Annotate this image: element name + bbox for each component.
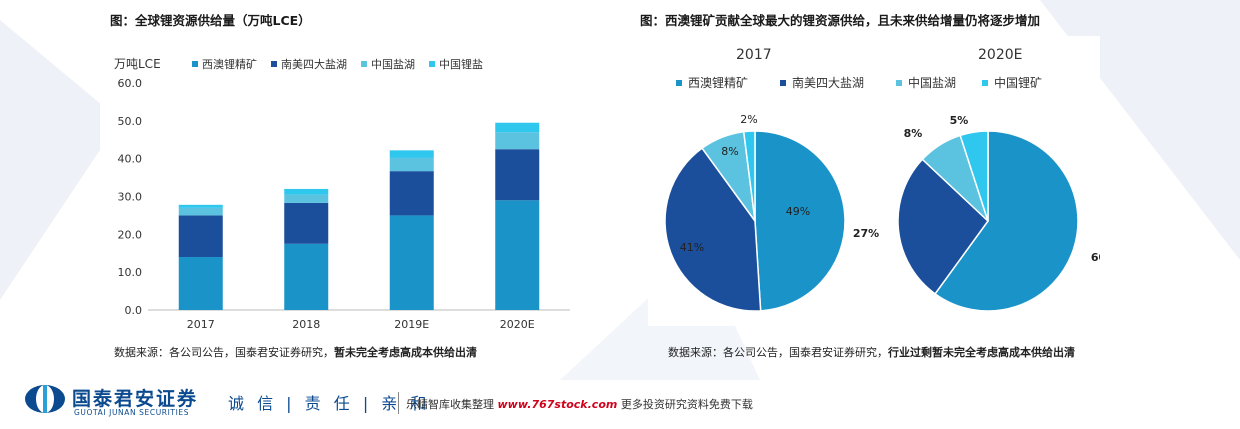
- x-tick-label: 2017: [187, 318, 215, 331]
- footer-ad: 乐晴智库收集整理 www.767stock.com 更多投资研究资料免费下载: [406, 396, 753, 412]
- pie-data-label-2020e: 60%: [1091, 251, 1100, 264]
- logo-text-cn: 国泰君安证券: [72, 388, 199, 410]
- bar-segment: [495, 149, 540, 201]
- right-figure: 图：西澳锂矿贡献全球最大的锂资源供给，且未来供给增量仍将逐步增加 2017 202…: [640, 0, 1160, 370]
- stacked-bar-chart: 万吨LCE 西澳锂精矿 南美四大盐湖 中国盐湖 中国锂盐 0.0 10.0 20.0 30.0 4…: [114, 57, 570, 331]
- pie-slice-2020e: [897, 158, 989, 295]
- bar-segment: [178, 204, 223, 208]
- pie-charts: 2017 2020E 西澳锂精矿 南美四大盐湖 中国盐湖 中国锂矿 49% 41% 8% 2% 60…: [664, 47, 1117, 312]
- bar-segment: [495, 200, 540, 310]
- bar-segment: [389, 157, 434, 172]
- pie-legend-label: 中国锂矿: [994, 75, 1042, 90]
- legend-swatch: [429, 61, 435, 67]
- y-tick-label: 20.0: [118, 228, 143, 241]
- left-figure-title: 图：全球锂资源供给量（万吨LCE）: [110, 13, 311, 28]
- x-tick-label: 2018: [292, 318, 320, 331]
- pie-data-label-2017: 2%: [740, 113, 757, 126]
- pie-title-2020e: 2020E: [978, 47, 1022, 63]
- pie-data-label-2017: 49%: [786, 205, 810, 218]
- pie-slice-2017: [754, 130, 846, 312]
- y-tick-label: 30.0: [118, 191, 143, 204]
- pie-legend-label: 南美四大盐湖: [792, 75, 864, 90]
- legend-label: 西澳锂精矿: [202, 57, 257, 71]
- pie-charts-container: 2017 2020E 西澳锂精矿 南美四大盐湖 中国盐湖 中国锂矿 49% 41% 8% 2% 60…: [648, 36, 1117, 326]
- x-tick-label: 2019E: [394, 318, 429, 331]
- pie-legend-swatch: [676, 80, 682, 86]
- legend-swatch: [361, 61, 367, 67]
- right-source-bold: 行业过剩暂未完全考虑高成本供给出清: [888, 346, 1075, 359]
- pie-legend-swatch: [896, 80, 902, 86]
- company-logo-icon: [25, 385, 65, 413]
- pie-data-label-2020e: 27%: [853, 227, 879, 240]
- pie-legend-swatch: [982, 80, 988, 86]
- y-unit-label: 万吨LCE: [114, 57, 161, 71]
- footer-divider: [398, 392, 399, 414]
- bar-segment: [495, 132, 540, 150]
- bar-segment: [178, 207, 223, 216]
- left-source-bold: 暂未完全考虑高成本供给出清: [334, 346, 477, 359]
- right-figure-title: 图：西澳锂矿贡献全球最大的锂资源供给，且未来供给增量仍将逐步增加: [640, 13, 1041, 28]
- slogan: 诚 信 | 责 任 | 亲 和: [228, 394, 431, 413]
- pie-slice-2017: [742, 130, 756, 222]
- bar-segment: [178, 257, 223, 310]
- pie-legend-swatch: [780, 80, 786, 86]
- pie-slice-2020e: [934, 130, 1079, 312]
- x-tick-label: 2020E: [500, 318, 535, 331]
- pie-data-label-2020e: 5%: [950, 114, 969, 127]
- pie-title-2017: 2017: [736, 47, 772, 63]
- bar-segment: [284, 202, 329, 244]
- bar-segment: [284, 194, 329, 203]
- pie-legend-label: 中国盐湖: [908, 75, 956, 90]
- pie-data-label-2020e: 8%: [904, 127, 923, 140]
- logo-text-en: GUOTAI JUNAN SECURITIES: [74, 408, 190, 417]
- y-tick-label: 0.0: [125, 304, 143, 317]
- bar-segment: [284, 243, 329, 310]
- legend-label: 中国锂盐: [439, 57, 483, 71]
- left-figure: 图：全球锂资源供给量（万吨LCE） 万吨LCE 西澳锂精矿 南美四大盐湖 中国盐湖 中国…: [100, 0, 620, 370]
- ad-site-link[interactable]: www.767stock.com: [497, 398, 618, 411]
- y-tick-label: 60.0: [118, 77, 143, 90]
- left-source-prefix: 数据来源：各公司公告，国泰君安证券研究，: [114, 346, 334, 359]
- right-source: 数据来源：各公司公告，国泰君安证券研究，行业过剩暂未完全考虑高成本供给出清: [668, 344, 1075, 360]
- legend-swatch: [192, 61, 198, 67]
- bar-segment: [389, 215, 434, 310]
- y-tick-label: 10.0: [118, 266, 143, 279]
- legend-swatch: [271, 61, 277, 67]
- bar-segment: [284, 188, 329, 195]
- footer: 国泰君安证券 GUOTAI JUNAN SECURITIES 诚 信 | 责 任…: [0, 378, 1240, 429]
- legend-label: 中国盐湖: [371, 58, 415, 71]
- pie-slice-2020e: [959, 130, 989, 222]
- left-source: 数据来源：各公司公告，国泰君安证券研究，暂未完全考虑高成本供给出清: [114, 344, 477, 360]
- ad-suffix: 更多投资研究资料免费下载: [617, 398, 753, 411]
- pie-legend-label: 西澳锂精矿: [688, 75, 748, 90]
- pie-data-label-2017: 8%: [721, 145, 738, 158]
- right-source-prefix: 数据来源：各公司公告，国泰君安证券研究，: [668, 346, 888, 359]
- bar-segment: [495, 122, 540, 133]
- bar-segment: [389, 171, 434, 216]
- y-tick-label: 40.0: [118, 153, 143, 166]
- ad-prefix: 乐晴智库收集整理: [406, 398, 498, 411]
- pie-slice-2017: [664, 147, 762, 312]
- bar-chart-container: 万吨LCE 西澳锂精矿 南美四大盐湖 中国盐湖 中国锂盐 0.0 10.0 20.0 30.0 4…: [100, 38, 580, 338]
- bar-segment: [389, 150, 434, 158]
- y-tick-label: 50.0: [118, 115, 143, 128]
- bar-segment: [178, 215, 223, 258]
- pie-data-label-2017: 41%: [680, 241, 704, 254]
- legend-label: 南美四大盐湖: [281, 57, 347, 71]
